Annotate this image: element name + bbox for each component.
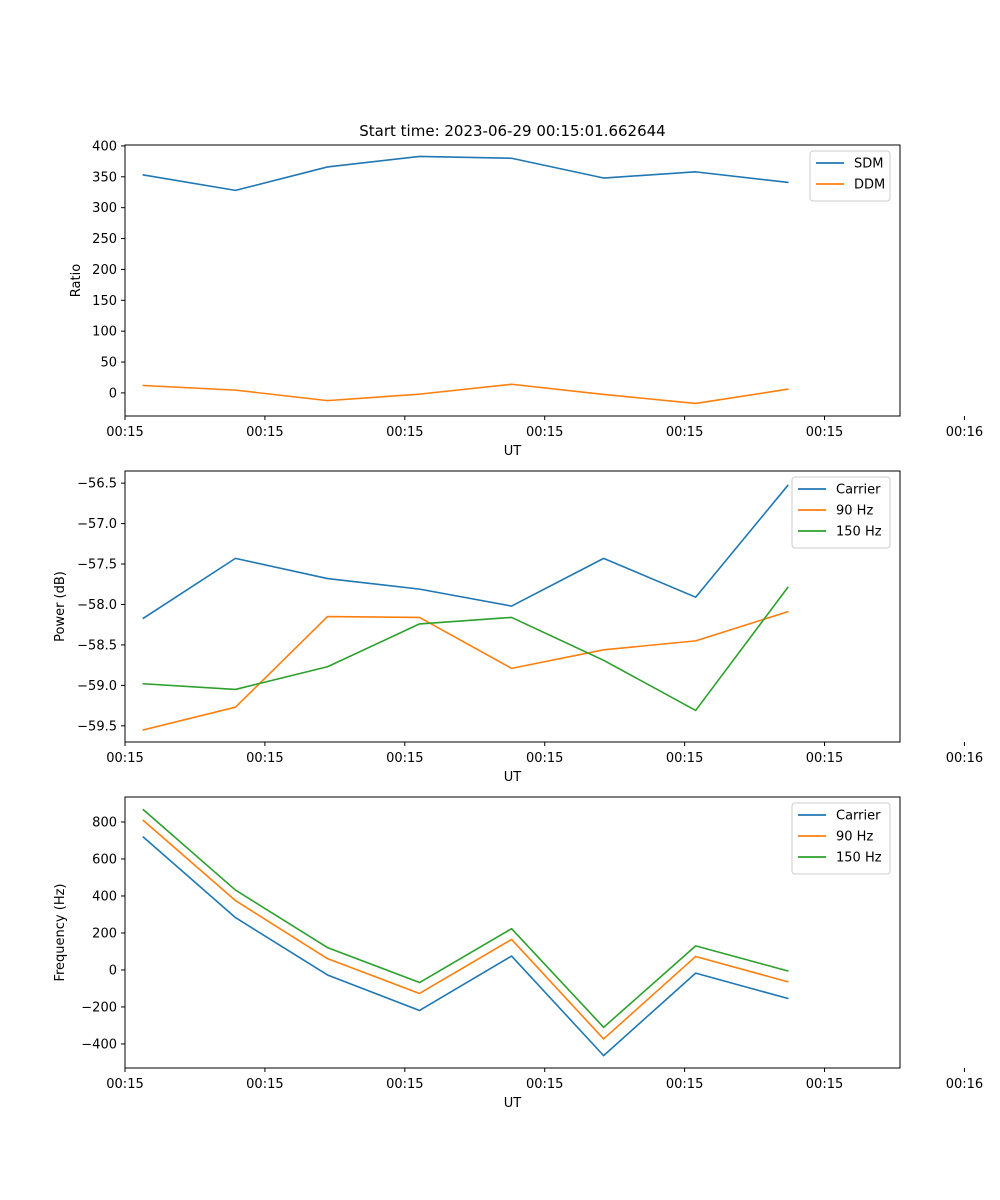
y-tick-label: 250 [92,232,117,247]
x-tick-label: 00:15 [386,1077,423,1092]
y-axis-label: Frequency (Hz) [53,883,68,981]
x-tick-label: 00:16 [946,1077,983,1092]
x-tick-label: 00:15 [806,751,843,766]
y-tick-label: 350 [92,170,117,185]
y-tick-label: 300 [92,201,117,216]
series-line-90-hz [142,610,789,731]
chart-1: 00:15 00:15 00:15 00:15 00:15 00:15 00:16 0 50 10… [69,139,983,459]
x-tick-label: 00:15 [806,425,843,440]
series-line-sdm [142,155,789,192]
y-axis-label: Power (dB) [53,571,68,642]
series-line-carrier [142,484,789,620]
series-line-carrier [142,836,789,1057]
y-tick-label: 200 [92,263,117,278]
y-tick-label: −57.5 [77,558,117,573]
y-tick-label: −58.0 [77,598,117,613]
legend-label: 150 Hz [836,525,882,540]
x-axis-label: UT [504,1096,522,1111]
x-tick-label: 00:15 [246,1077,283,1092]
series-line-ddm [142,383,789,405]
axes-container: 00:15 00:15 00:15 00:15 00:15 00:15 00:16 0 50 10… [53,139,983,1111]
legend: Carrier 90 Hz 150 Hz [791,476,891,549]
series-line-90-hz [142,819,789,1040]
x-axis-label: UT [504,770,522,785]
x-tick-label: 00:15 [386,751,423,766]
legend-label: 90 Hz [836,830,873,845]
legend-label: Carrier [836,483,881,498]
y-tick-label: 400 [92,889,117,904]
y-tick-label: −59.5 [77,719,117,734]
legend-label: SDM [854,157,883,172]
legend-label: 90 Hz [836,504,873,519]
y-tick-label: 100 [92,325,117,340]
series-line-150-hz [142,586,789,712]
x-tick-label: 00:15 [246,751,283,766]
x-tick-label: 00:15 [526,1077,563,1092]
y-tick-label: −58.5 [77,638,117,653]
x-tick-label: 00:15 [106,425,143,440]
x-tick-label: 00:16 [946,425,983,440]
axes-frame [124,470,901,743]
y-tick-label: 0 [109,963,117,978]
y-tick-label: 200 [92,926,117,941]
x-tick-label: 00:15 [106,1077,143,1092]
y-tick-label: 400 [92,139,117,154]
x-tick-label: 00:15 [806,1077,843,1092]
y-tick-label: 150 [92,294,117,309]
x-tick-label: 00:15 [526,751,563,766]
x-tick-label: 00:16 [946,751,983,766]
axes-frame [124,144,901,417]
x-tick-label: 00:15 [666,1077,703,1092]
y-tick-label: 800 [92,815,117,830]
chart-2: 00:15 00:15 00:15 00:15 00:15 00:15 00:16 −59.5… [53,470,983,785]
y-tick-label: 600 [92,852,117,867]
chart-3: 00:15 00:15 00:15 00:15 00:15 00:15 00:16 −400 −… [53,796,983,1111]
x-tick-label: 00:15 [386,425,423,440]
legend-label: DDM [854,178,885,193]
x-tick-label: 00:15 [246,425,283,440]
y-tick-label: −59.0 [77,679,117,694]
x-tick-label: 00:15 [526,425,563,440]
legend-label: Carrier [836,809,881,824]
x-tick-label: 00:15 [106,751,143,766]
figure-title: Start time: 2023-06-29 00:15:01.662644 [359,122,665,140]
y-tick-label: −56.5 [77,477,117,492]
legend-label: 150 Hz [836,851,882,866]
y-tick-label: −200 [81,1000,117,1015]
y-axis-label: Ratio [69,264,84,297]
series-line-150-hz [142,808,789,1029]
legend: Carrier 90 Hz 150 Hz [791,802,891,875]
legend: SDM DDM [809,150,891,202]
y-tick-label: 50 [100,356,117,371]
y-tick-label: −400 [81,1037,117,1052]
y-tick-label: 0 [109,386,117,401]
x-tick-label: 00:15 [666,751,703,766]
x-tick-label: 00:15 [666,425,703,440]
x-axis-label: UT [504,444,522,459]
y-tick-label: −57.0 [77,517,117,532]
